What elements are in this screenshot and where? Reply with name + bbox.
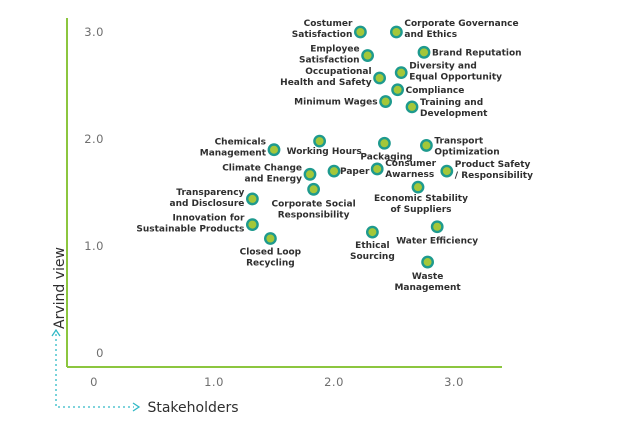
y-tick-label: 1.0 xyxy=(84,239,104,253)
scatter-point xyxy=(313,134,326,148)
point-label: Paper xyxy=(340,167,370,177)
point-label: Chemicals Management xyxy=(200,138,267,159)
point-label: Product Safety / Responsibility xyxy=(455,160,533,181)
point-label: Brand Reputation xyxy=(432,48,522,58)
scatter-point xyxy=(303,167,317,181)
point-label: Economic Stability of Suppliers xyxy=(374,194,468,215)
scatter-point xyxy=(361,49,374,62)
scatter-point xyxy=(245,218,259,232)
point-label: Compliance xyxy=(406,86,465,96)
point-label: Innovation for Sustainable Products xyxy=(136,214,245,235)
x-tick-label: 2.0 xyxy=(324,375,344,389)
point-label: Closed Loop Recycling xyxy=(240,248,302,269)
scatter-point xyxy=(263,232,277,245)
x-axis-title: Stakeholders xyxy=(147,400,238,416)
y-tick-label: 0 xyxy=(96,346,104,360)
scatter-point xyxy=(377,136,391,150)
y-axis-title: Arvind view xyxy=(52,247,68,329)
point-label: Transport Optimization xyxy=(434,136,499,157)
scatter-point xyxy=(373,71,386,85)
axis-arrow-line xyxy=(55,334,134,408)
y-tick-label: 3.0 xyxy=(84,25,104,39)
right-arrow-icon xyxy=(132,402,141,412)
axes xyxy=(66,18,502,368)
point-label: Minimum Wages xyxy=(294,98,377,108)
data-points xyxy=(245,25,454,269)
scatter-point xyxy=(440,164,454,178)
point-label: Training and Development xyxy=(420,98,488,119)
scatter-point xyxy=(419,139,433,152)
up-arrow-icon xyxy=(51,328,61,337)
scatter-point xyxy=(430,220,444,234)
point-label: Employee Satisfaction xyxy=(299,45,360,66)
point-label: Transparency and Disclosure xyxy=(170,188,245,209)
point-label: Consumer Awarness xyxy=(385,159,436,180)
scatter-point xyxy=(389,25,403,39)
y-tick-label: 2.0 xyxy=(84,132,104,146)
point-label: Corporate Governance and Ethics xyxy=(404,19,518,40)
point-label: Water Efficiency xyxy=(396,237,478,247)
point-label: Costumer Satisfaction xyxy=(292,19,353,40)
scatter-point xyxy=(327,164,341,178)
point-label: Working Hours xyxy=(287,147,362,157)
scatter-point xyxy=(379,95,392,108)
x-tick-label: 3.0 xyxy=(444,375,464,389)
tick-labels: 0 1.0 2.0 3.0 0 1.0 2.0 3.0 xyxy=(84,25,464,389)
point-label: Ethical Sourcing xyxy=(350,241,395,262)
point-label: Corporate Social Responsibility xyxy=(272,199,356,220)
x-tick-label: 1.0 xyxy=(204,375,224,389)
x-tick-label: 0 xyxy=(90,375,98,389)
point-label: Diversity and Equal Opportunity xyxy=(409,62,502,83)
scatter-point xyxy=(421,255,434,269)
scatter-point xyxy=(245,192,259,206)
axis-arrows xyxy=(51,328,141,412)
point-label: Packaging xyxy=(360,152,412,162)
scatter-point xyxy=(307,182,320,196)
scatter-point xyxy=(411,180,425,194)
scatter-point xyxy=(267,143,281,157)
scatter-point xyxy=(365,225,379,239)
scatter-point xyxy=(405,100,419,114)
scatter-point xyxy=(417,45,431,59)
scatter-point xyxy=(394,66,408,80)
scatter-point xyxy=(370,162,384,176)
point-labels: Costumer Satisfaction Corporate Governance… xyxy=(136,19,533,293)
point-label: Climate Change and Energy xyxy=(222,163,302,184)
point-label: Waste Management xyxy=(394,272,461,293)
point-label: Occupational Health and Safety xyxy=(280,67,372,88)
scatter-point xyxy=(353,25,367,39)
scatter-point xyxy=(391,83,404,97)
